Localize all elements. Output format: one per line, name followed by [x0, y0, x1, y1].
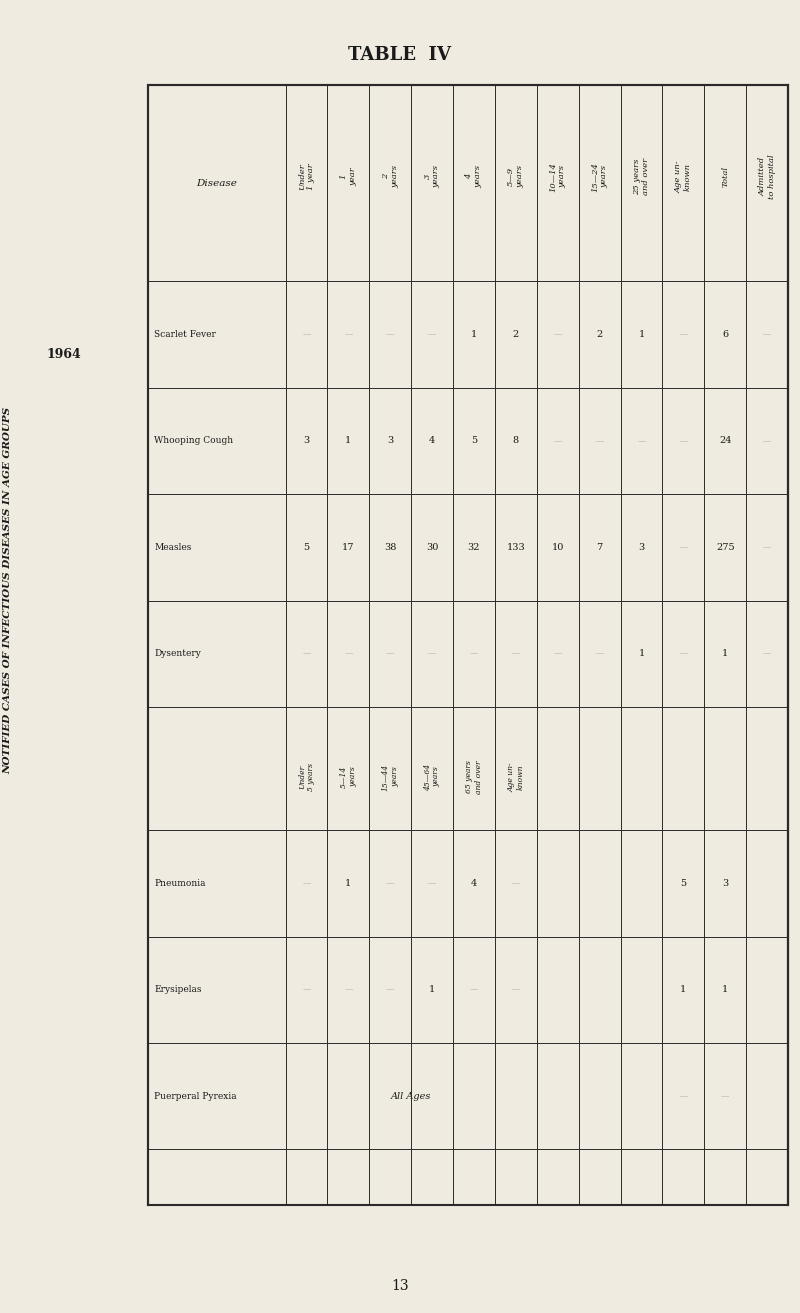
Text: 15—44
years: 15—44 years [382, 763, 399, 790]
Text: —: — [554, 331, 562, 339]
Text: Age un-
known: Age un- known [507, 762, 525, 792]
Text: —: — [721, 1092, 730, 1100]
Text: —: — [679, 650, 687, 658]
Text: —: — [302, 331, 310, 339]
Text: 5—9
years: 5—9 years [507, 165, 525, 188]
Text: 24: 24 [719, 436, 731, 445]
Text: 1: 1 [722, 985, 728, 994]
Text: —: — [679, 1092, 687, 1100]
Text: Disease: Disease [196, 179, 238, 188]
Text: Puerperal Pyrexia: Puerperal Pyrexia [154, 1091, 237, 1100]
Text: 1: 1 [722, 649, 728, 658]
Text: 3
years: 3 years [423, 165, 441, 188]
Text: 5—14
years: 5—14 years [340, 765, 357, 788]
Text: Dysentery: Dysentery [154, 649, 202, 658]
Text: 1: 1 [346, 436, 351, 445]
Text: 7: 7 [597, 542, 602, 551]
Text: 1: 1 [638, 330, 645, 339]
Text: 4
years: 4 years [466, 165, 482, 188]
Text: —: — [386, 650, 394, 658]
Text: 5: 5 [680, 878, 686, 888]
Text: —: — [679, 544, 687, 551]
Text: Admitted
to hospital: Admitted to hospital [758, 155, 776, 200]
Text: —: — [302, 880, 310, 888]
Text: 1: 1 [429, 985, 435, 994]
Text: 133: 133 [506, 542, 526, 551]
Text: —: — [512, 650, 520, 658]
Text: 3: 3 [303, 436, 310, 445]
Text: 1: 1 [680, 985, 686, 994]
Text: 5: 5 [471, 436, 477, 445]
Text: 2: 2 [597, 330, 602, 339]
Text: —: — [386, 331, 394, 339]
Text: —: — [679, 437, 687, 445]
Text: 10—14
years: 10—14 years [549, 161, 566, 192]
Text: —: — [763, 650, 771, 658]
Text: 5: 5 [303, 542, 310, 551]
Text: —: — [344, 331, 353, 339]
Text: —: — [344, 986, 353, 994]
Text: —: — [344, 650, 353, 658]
Text: 4: 4 [471, 878, 477, 888]
Text: 2
years: 2 years [382, 165, 399, 188]
Text: —: — [763, 437, 771, 445]
Text: 17: 17 [342, 542, 354, 551]
Text: 1: 1 [638, 649, 645, 658]
Text: —: — [595, 437, 604, 445]
Text: —: — [386, 880, 394, 888]
Text: 3: 3 [722, 878, 728, 888]
Text: 13: 13 [391, 1279, 409, 1293]
Text: 32: 32 [468, 542, 480, 551]
Text: —: — [763, 544, 771, 551]
Text: Measles: Measles [154, 542, 192, 551]
Text: 1: 1 [346, 878, 351, 888]
Text: 4: 4 [429, 436, 435, 445]
Text: —: — [302, 986, 310, 994]
Text: —: — [638, 437, 646, 445]
Text: —: — [470, 650, 478, 658]
Text: 10: 10 [551, 542, 564, 551]
Text: 1: 1 [471, 330, 477, 339]
Text: Erysipelas: Erysipelas [154, 985, 202, 994]
Text: —: — [386, 986, 394, 994]
Text: —: — [512, 986, 520, 994]
Text: Scarlet Fever: Scarlet Fever [154, 330, 216, 339]
Text: 38: 38 [384, 542, 397, 551]
Text: —: — [428, 880, 436, 888]
Text: Whooping Cough: Whooping Cough [154, 436, 234, 445]
Text: —: — [428, 331, 436, 339]
Text: —: — [554, 650, 562, 658]
Text: 8: 8 [513, 436, 519, 445]
Text: Age un-
known: Age un- known [674, 160, 692, 193]
Text: 30: 30 [426, 542, 438, 551]
Text: Pneumonia: Pneumonia [154, 878, 206, 888]
Text: 25 years
and over: 25 years and over [633, 159, 650, 196]
Text: —: — [763, 331, 771, 339]
Text: —: — [595, 650, 604, 658]
Text: 1
year: 1 year [340, 167, 357, 186]
Text: 3: 3 [638, 542, 645, 551]
Text: 1964: 1964 [46, 348, 82, 361]
Text: —: — [679, 331, 687, 339]
Text: Total: Total [722, 167, 730, 188]
Text: All Ages: All Ages [391, 1091, 431, 1100]
Text: NOTIFIED CASES OF INFECTIOUS DISEASES IN AGE GROUPS: NOTIFIED CASES OF INFECTIOUS DISEASES IN… [3, 407, 13, 775]
Text: 275: 275 [716, 542, 734, 551]
Text: —: — [554, 437, 562, 445]
Text: —: — [428, 650, 436, 658]
Text: 3: 3 [387, 436, 394, 445]
Text: —: — [512, 880, 520, 888]
Text: 15—24
years: 15—24 years [591, 161, 608, 192]
Text: 2: 2 [513, 330, 519, 339]
Text: —: — [470, 986, 478, 994]
Text: 65 years
and over: 65 years and over [466, 760, 482, 794]
Text: —: — [302, 650, 310, 658]
Text: TABLE  IV: TABLE IV [349, 46, 451, 64]
Text: Under
5 years: Under 5 years [298, 763, 315, 790]
Text: 45—64
years: 45—64 years [423, 763, 441, 790]
Text: Under
1 year: Under 1 year [298, 163, 315, 190]
Text: 6: 6 [722, 330, 728, 339]
